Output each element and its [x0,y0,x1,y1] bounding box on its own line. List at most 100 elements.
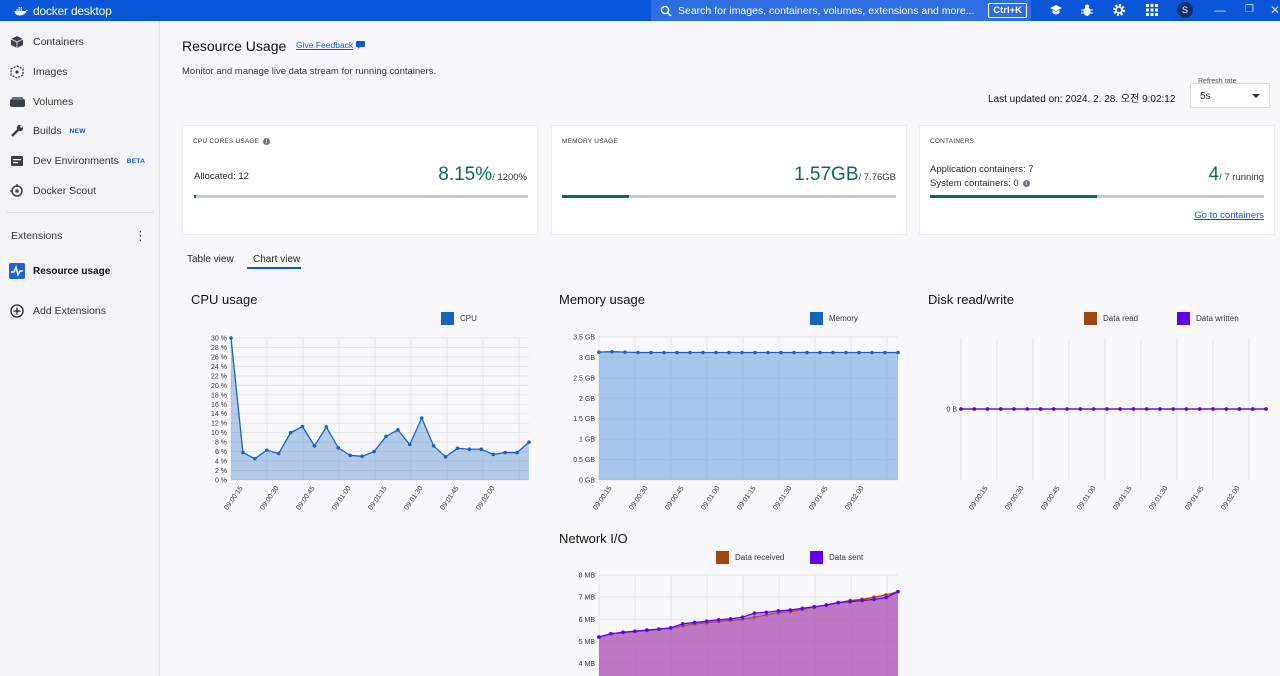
give-feedback-link[interactable]: Give Feedback [296,40,366,50]
add-circle-icon [9,303,25,319]
data-point [645,628,649,632]
y-tick-label: 20 % [211,383,227,390]
card-title: CONTAINERS [930,138,975,145]
sidebar-item-label: Builds [33,125,62,137]
legend-swatch [1084,312,1097,325]
docker-whale-icon [14,6,28,15]
x-tick-label: 09:01:45 [1184,485,1205,511]
memory-total: / 7.76GB [858,172,897,183]
data-point [727,350,731,355]
memory-legend: Memory [810,312,858,325]
cpu-usage-bar-fill [194,195,197,198]
data-point [836,600,840,605]
sidebar-item-label: Resource usage [33,265,111,277]
last-updated: Last updated on: 2024. 2. 28. 오전 9:02:12 [988,94,1176,105]
sidebar-item-resource-usage[interactable]: Resource usage [0,259,160,283]
y-tick-label: 8 % [215,440,227,447]
close-icon[interactable]: ✕ [1270,3,1280,17]
series-area [231,338,529,480]
cpu-allocated: Allocated: 12 [194,171,249,182]
containers-running-bar-fill [930,195,1097,198]
x-tick-label: 09:01:15 [736,485,757,511]
data-point [633,629,637,633]
cpu-percent: 8.15% [438,164,493,185]
user-avatar[interactable]: S [1177,2,1193,18]
data-point [336,446,341,450]
data-point [649,350,653,355]
network-io-chart: 3 MB4 MB5 MB6 MB7 MB8 MB [579,573,900,676]
card-title: MEMORY USAGE [562,138,618,145]
data-point [1197,407,1202,411]
refresh-rate-select[interactable]: 5s [1190,83,1270,108]
network-chart-title: Network I/O [559,531,628,546]
x-tick-label: 09:01:30 [772,485,793,511]
sidebar-item-dev-environments[interactable]: Dev Environments BETA [0,149,160,173]
data-point [753,350,757,355]
data-point [636,350,640,355]
disk-chart-title: Disk read/write [928,292,1014,307]
memory-used: 1.57GB [794,164,859,185]
settings-gear-icon[interactable] [1112,3,1126,17]
data-point [1264,407,1268,411]
apps-grid-icon[interactable] [1145,3,1159,17]
tab-chart-view[interactable]: Chart view [253,254,301,265]
data-point [896,350,900,355]
x-tick-label: 09:01:45 [808,485,829,511]
y-tick-label: 3 GB [579,355,595,362]
page-title: Resource Usage [182,38,287,54]
minimize-icon[interactable]: — [1214,3,1226,17]
memory-usage-card: MEMORY USAGE 1.57GB/ 7.76GB [551,125,907,235]
active-tab-indicator [247,267,301,269]
sidebar-item-containers[interactable]: Containers [0,30,160,54]
extensions-heading: Extensions [11,230,63,242]
y-tick-label: 2 % [215,468,227,475]
containers-running-bar [930,195,1264,198]
docker-scout-icon [9,183,25,199]
troubleshoot-bug-icon[interactable] [1080,3,1094,17]
y-tick-label: 7 MB [579,595,596,602]
info-icon[interactable]: i [1022,180,1030,187]
data-point [800,606,805,611]
tab-table-view[interactable]: Table view [187,254,234,265]
info-icon[interactable]: i [263,138,271,145]
x-tick-label: 09:00:45 [1040,485,1061,511]
volumes-icon [9,94,25,110]
data-point [1052,407,1056,411]
legend-label: CPU [460,314,477,323]
data-point [680,622,685,626]
data-point [792,350,796,355]
add-extensions-button[interactable]: Add Extensions [0,299,160,323]
dev-environments-icon [9,153,25,169]
sidebar-item-images[interactable]: Images [0,60,160,84]
legend-swatch [810,312,823,325]
data-point [623,350,627,354]
x-tick-label: 09:01:00 [700,485,721,511]
data-point [1184,407,1189,411]
card-title: CPU CORES USAGE i [193,138,271,145]
sidebar-item-docker-scout[interactable]: Docker Scout [0,179,160,203]
data-point [597,635,601,639]
cpu-value-group: 8.15%/ 1200% [438,164,527,186]
data-point [253,456,257,461]
running-value-group: 4/ 7 running [1209,164,1264,186]
y-tick-label: 2.5 GB [573,375,595,382]
sidebar-item-builds[interactable]: Builds NEW [0,119,160,143]
series-line [598,591,899,638]
sidebar-item-label: Volumes [33,96,74,108]
global-search-bar[interactable]: Search for images, containers, volumes, … [651,0,1031,21]
resource-usage-icon [9,263,25,279]
data-point [372,449,376,454]
extensions-more-icon[interactable]: ⋮ [134,228,147,243]
x-tick-label: 09:01:30 [1148,485,1169,511]
x-tick-label: 09:01:30 [403,485,424,511]
learning-center-icon[interactable] [1049,3,1063,17]
y-tick-label: 0.5 GB [573,457,595,464]
maximize-icon[interactable]: ❐ [1245,4,1254,15]
data-point [1224,407,1229,411]
y-tick-label: 1 GB [579,437,595,444]
data-point [884,593,888,597]
data-point [668,625,673,630]
x-tick-label: 09:01:00 [1076,485,1097,511]
sidebar-item-volumes[interactable]: Volumes [0,90,160,114]
go-to-containers-link[interactable]: Go to containers [1194,210,1264,221]
